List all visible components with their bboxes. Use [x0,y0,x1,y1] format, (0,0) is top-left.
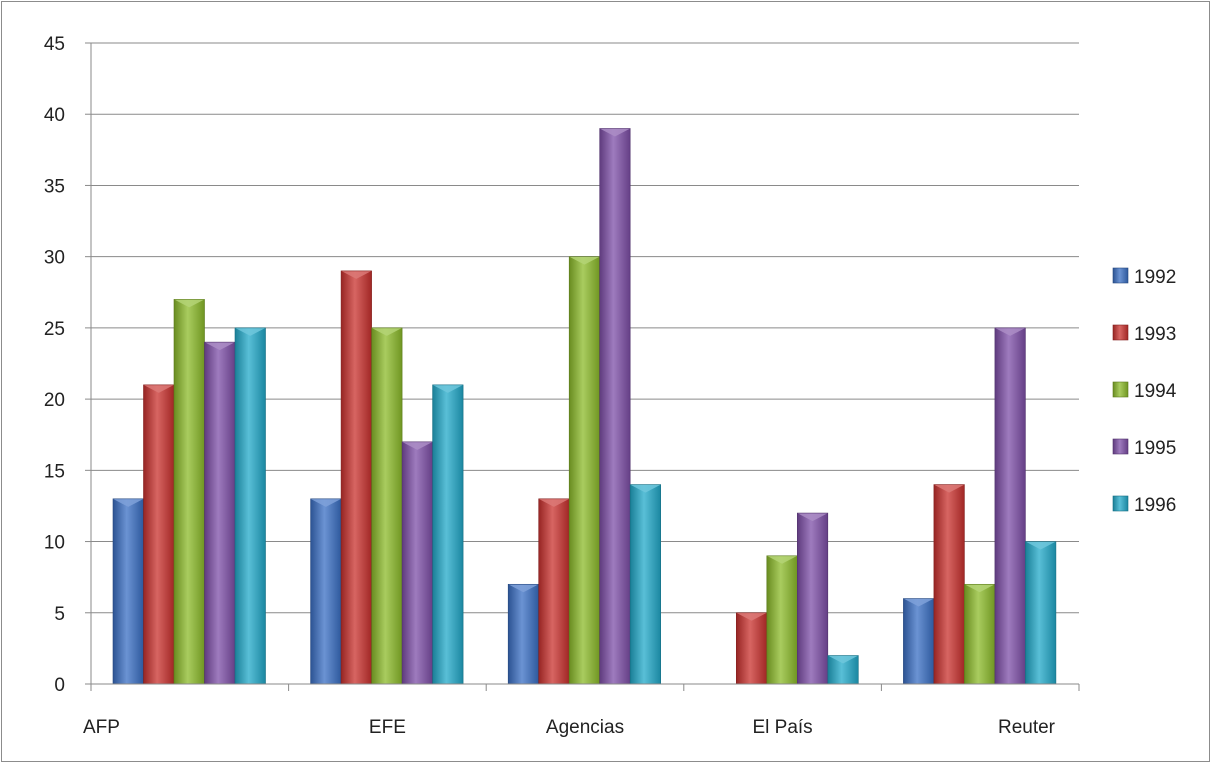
bar [933,484,965,685]
x-tick-label: El País [752,717,812,738]
bar [112,498,144,685]
legend-swatch [1112,324,1129,341]
legend-item: 1996 [1112,495,1176,516]
x-tick-label: Reuter [998,717,1056,738]
bar [371,327,403,685]
bar [568,256,601,685]
bar [204,341,236,685]
legend-item: 1994 [1112,381,1177,402]
bar [538,498,570,685]
bar [735,612,768,685]
bar [507,583,540,685]
legend-item: 1992 [1112,267,1176,288]
bar [903,598,935,685]
bar [340,270,372,685]
legend-swatch [1112,267,1129,284]
legend-swatch [1112,438,1129,455]
bar [629,484,662,685]
y-tick-label: 40 [44,105,65,126]
bar [827,655,859,685]
bar [994,327,1026,685]
legend-label: 1995 [1134,438,1176,459]
y-tick-label: 30 [44,248,65,269]
bar [1025,541,1057,685]
bar [796,512,829,685]
y-tick-label: 45 [44,34,65,55]
bar [143,384,175,685]
y-tick-label: 20 [44,390,65,411]
x-axis: AFP EFE Agencias El País Reuter [83,683,1080,738]
legend-label: 1993 [1134,324,1176,345]
y-tick-label: 15 [44,461,65,482]
y-tick-label: 5 [54,604,65,625]
bar [964,583,996,685]
legend: 1992 1993 1994 1995 1996 [1112,267,1177,516]
x-tick-label: EFE [369,717,406,738]
legend-item: 1995 [1112,438,1176,459]
bar [401,441,433,685]
y-tick-label: 10 [44,533,65,554]
y-tick-label: 25 [44,319,65,340]
legend-swatch [1112,495,1129,512]
legend-label: 1992 [1134,267,1176,288]
bar [599,128,631,685]
legend-item: 1993 [1112,324,1176,345]
bar [310,498,342,685]
bar [173,299,205,685]
x-tick-label: Agencias [546,717,624,738]
legend-swatch [1112,381,1129,398]
legend-label: 1996 [1134,495,1176,516]
y-axis: 0 5 10 15 20 25 30 35 40 45 [44,34,92,696]
x-tick-label: AFP [83,717,120,738]
bar [766,555,798,685]
bars [112,128,1057,685]
y-tick-label: 35 [44,176,65,197]
bar [234,327,266,685]
legend-label: 1994 [1134,381,1177,402]
bar [432,384,464,685]
y-tick-label: 0 [54,675,65,696]
